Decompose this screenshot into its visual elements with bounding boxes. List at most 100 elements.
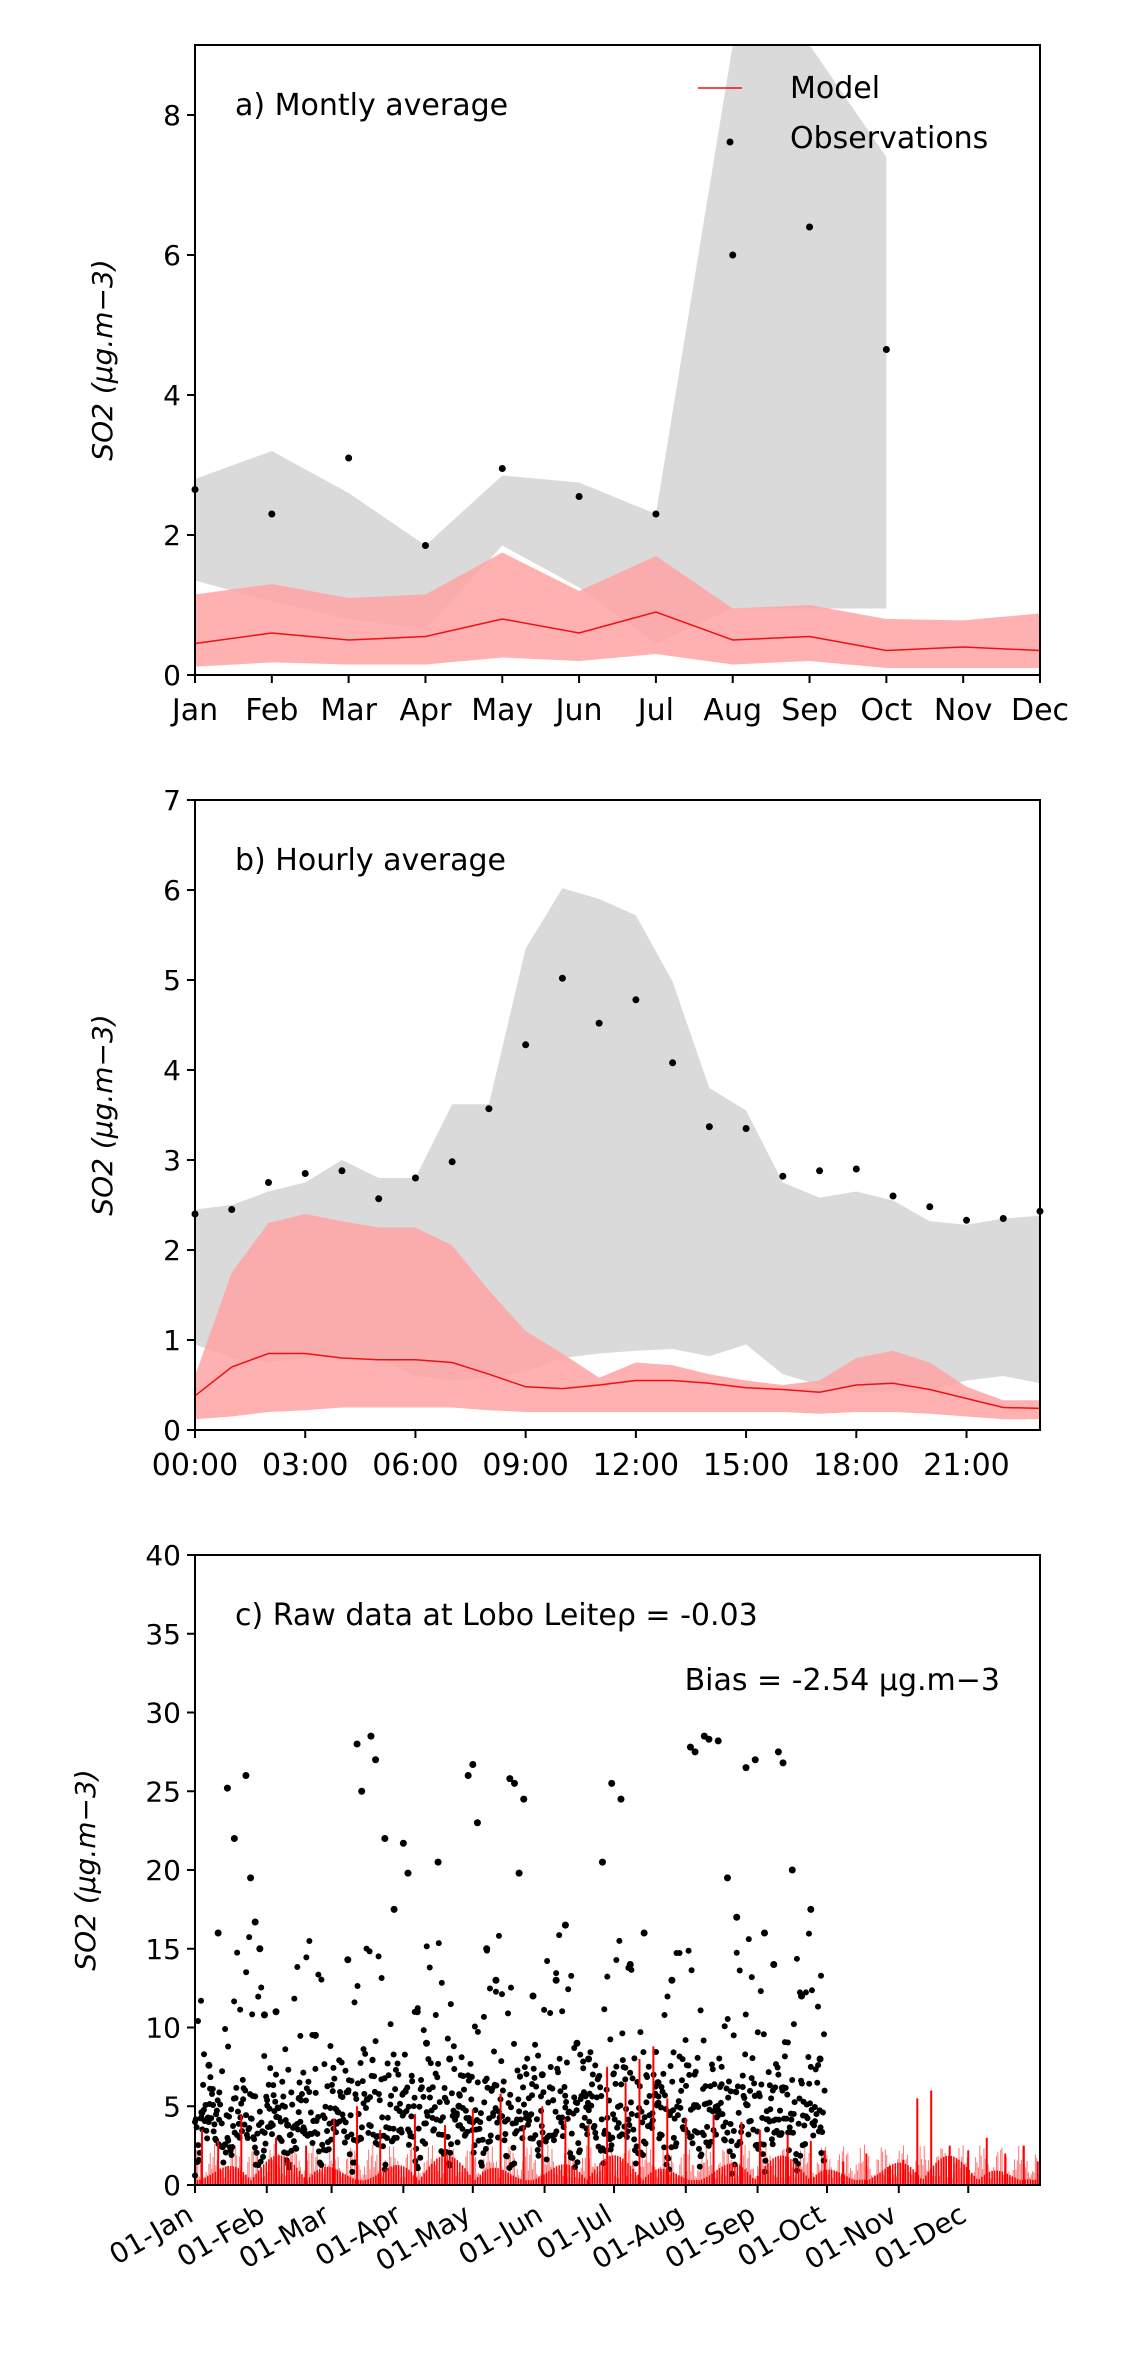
observation-point xyxy=(806,223,814,231)
observation-point xyxy=(739,2084,746,2091)
observation-point xyxy=(354,1982,361,1989)
observation-point xyxy=(233,2084,240,2091)
observation-point xyxy=(549,2085,556,2092)
observation-point xyxy=(608,2142,615,2149)
observation-point xyxy=(444,2035,451,2042)
observation-point xyxy=(670,2107,677,2114)
observation-point xyxy=(502,2130,509,2137)
observation-point xyxy=(558,2119,565,2126)
observation-point xyxy=(815,2062,822,2069)
observation-point xyxy=(467,2060,474,2067)
observation-point xyxy=(300,2069,307,2076)
observation-point xyxy=(784,2091,791,2098)
observation-point xyxy=(240,2096,247,2103)
observation-point xyxy=(290,2138,297,2145)
observation-point xyxy=(409,2078,416,2085)
observation-point xyxy=(610,2111,617,2118)
observation-point xyxy=(348,2077,355,2084)
observation-point xyxy=(504,2010,511,2017)
observation-point xyxy=(556,1932,563,1939)
observation-point xyxy=(511,2160,518,2167)
observation-point xyxy=(547,2063,554,2070)
observation-point xyxy=(574,2159,581,2166)
observation-point xyxy=(645,2063,652,2070)
observation-point xyxy=(411,2094,418,2101)
observation-point xyxy=(545,2099,552,2106)
observation-point xyxy=(526,2117,533,2124)
observation-range-band xyxy=(195,45,887,644)
observation-point xyxy=(312,2065,319,2072)
observation-point xyxy=(258,1984,265,1991)
observation-point xyxy=(207,2085,214,2092)
observation-point xyxy=(459,2125,466,2132)
observation-point xyxy=(394,2060,401,2067)
observation-point xyxy=(489,2112,496,2119)
observation-point xyxy=(226,2113,233,2120)
observation-point xyxy=(573,2107,580,2114)
observation-point xyxy=(379,2143,386,2150)
observation-point xyxy=(285,2066,292,2073)
raw-ytick-label: 35 xyxy=(145,1618,181,1651)
observation-point xyxy=(367,1732,375,1740)
observation-point xyxy=(211,2121,218,2128)
observation-point xyxy=(248,2115,255,2122)
monthly-ytick-label: 8 xyxy=(163,99,181,132)
observation-point xyxy=(760,2031,767,2038)
observation-point xyxy=(669,2078,676,2085)
observation-point xyxy=(492,1988,499,1995)
observation-point xyxy=(474,2028,481,2035)
observation-point xyxy=(686,1743,694,1751)
observation-point xyxy=(501,2118,508,2125)
observation-point xyxy=(799,2112,806,2119)
observation-point xyxy=(434,1858,442,1866)
observation-point xyxy=(314,2130,321,2137)
observation-point xyxy=(448,2141,455,2148)
observation-point xyxy=(758,2081,765,2088)
observation-point xyxy=(358,2124,365,2131)
observation-point xyxy=(481,2099,488,2106)
observation-point xyxy=(306,1938,313,1945)
observation-point xyxy=(516,2108,523,2115)
observation-point xyxy=(619,2131,626,2138)
observation-point xyxy=(429,2084,436,2091)
observation-point xyxy=(462,2107,469,2114)
observation-point xyxy=(346,2151,353,2158)
observation-point xyxy=(552,1976,560,1984)
observation-point xyxy=(474,2079,481,2086)
observation-point xyxy=(365,2129,372,2136)
raw-ytick-label: 30 xyxy=(145,1697,181,1730)
observation-point xyxy=(254,2130,261,2137)
observation-point xyxy=(633,2143,640,2150)
observation-point xyxy=(528,2111,535,2118)
observation-point xyxy=(553,1970,560,1977)
observation-point xyxy=(432,2011,439,2018)
observation-point xyxy=(708,2061,715,2068)
hourly-plot-area xyxy=(191,888,1044,1420)
observation-point xyxy=(575,493,583,500)
observation-point xyxy=(679,2056,686,2063)
observation-point xyxy=(461,2086,468,2093)
observation-point xyxy=(674,2112,681,2119)
observation-point xyxy=(658,2132,665,2139)
observation-point xyxy=(733,2089,740,2096)
observation-point xyxy=(284,2121,292,2129)
observation-point xyxy=(581,2114,588,2121)
observation-point xyxy=(619,2030,626,2037)
observation-point xyxy=(339,2111,346,2118)
observation-point xyxy=(360,2100,367,2107)
observation-point xyxy=(204,2116,211,2123)
observation-point xyxy=(622,2064,629,2071)
observation-point xyxy=(562,2104,569,2111)
observation-point xyxy=(279,2078,286,2085)
observation-point xyxy=(349,2168,356,2175)
observation-point xyxy=(204,2135,211,2142)
observation-point xyxy=(196,2156,203,2163)
observation-point xyxy=(724,2015,731,2022)
hourly-xtick-label: 15:00 xyxy=(703,1448,789,1483)
observation-point xyxy=(628,1966,635,1973)
observation-point xyxy=(721,2023,728,2030)
observation-point xyxy=(718,2063,725,2070)
observation-point xyxy=(415,2125,422,2132)
observation-point xyxy=(378,1974,385,1981)
observation-point xyxy=(588,2102,595,2109)
